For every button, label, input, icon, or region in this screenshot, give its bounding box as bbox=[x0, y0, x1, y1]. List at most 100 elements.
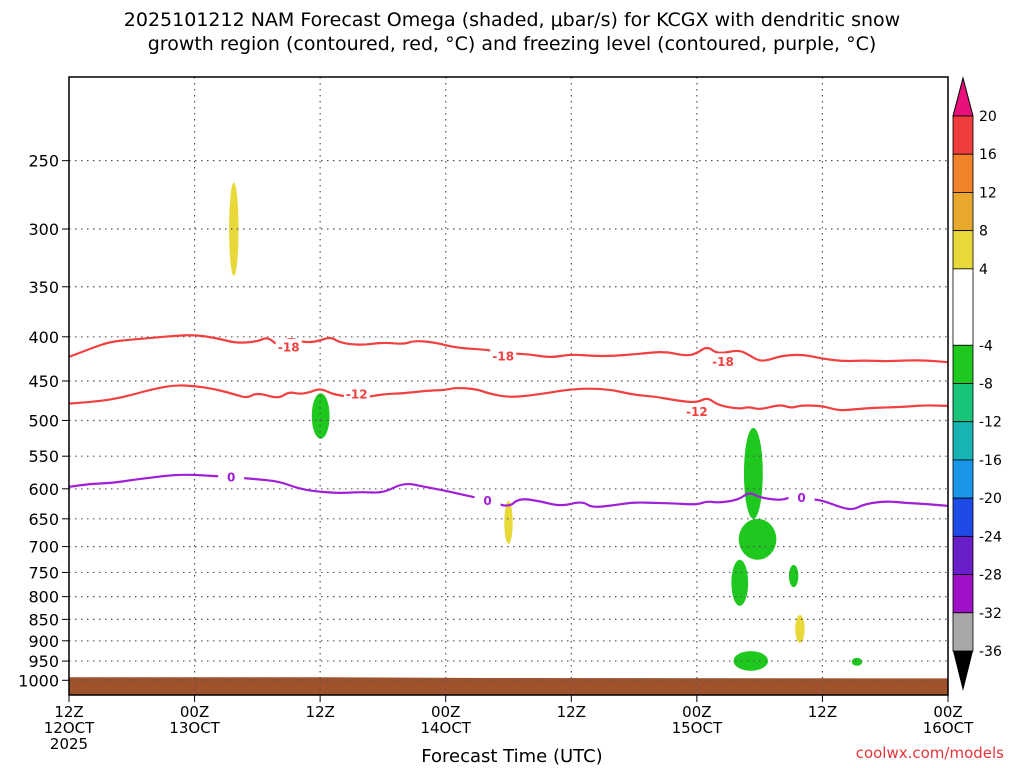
contour-label-0-2: -18 bbox=[712, 355, 734, 369]
x-tick-label-60-1: 15OCT bbox=[672, 719, 723, 737]
omega-blob-2 bbox=[795, 614, 805, 643]
x-tick-label-12-1: 13OCT bbox=[169, 719, 220, 737]
omega-blob-7 bbox=[788, 564, 799, 588]
omega-blob-8 bbox=[733, 651, 769, 671]
x-tick-label-0-2: 2025 bbox=[50, 735, 88, 753]
x-tick-label-60-0: 00Z bbox=[682, 703, 711, 721]
colorbar-band-6 bbox=[952, 383, 974, 423]
y-tick-label-600: 600 bbox=[28, 480, 59, 499]
colorbar-bottom-arrow bbox=[953, 651, 973, 691]
colorbar-label-1: 16 bbox=[979, 147, 997, 163]
x-tick-label-84-0: 00Z bbox=[933, 703, 962, 721]
colorbar-band-0 bbox=[952, 115, 974, 155]
contour-label-bg-0-2 bbox=[710, 353, 737, 370]
omega-blob-6 bbox=[731, 559, 749, 606]
plot-border bbox=[68, 76, 949, 696]
y-tick-label-650: 650 bbox=[28, 510, 59, 529]
colorbar-label-6: -8 bbox=[979, 377, 993, 393]
contour-label-bg-0-1 bbox=[490, 348, 517, 365]
contour-label-0-0: -18 bbox=[278, 340, 300, 354]
ground-layer bbox=[69, 677, 948, 695]
colorbar-band-3 bbox=[952, 230, 974, 270]
y-tick-label-700: 700 bbox=[28, 538, 59, 557]
watermark-link[interactable]: coolwx.com/models bbox=[855, 744, 1004, 762]
colorbar-band-10 bbox=[952, 535, 974, 575]
x-tick-label-0-1: 12OCT bbox=[44, 719, 95, 737]
y-tick-label-500: 500 bbox=[28, 411, 59, 430]
omega-blob-0 bbox=[229, 182, 239, 276]
y-tick-label-800: 800 bbox=[28, 588, 59, 607]
contour-label-0-1: -18 bbox=[492, 350, 514, 364]
colorbar-band-2 bbox=[952, 192, 974, 232]
x-tick-label-12-0: 00Z bbox=[180, 703, 209, 721]
omega-blob-5 bbox=[738, 518, 777, 560]
contour-label-2-2: 0 bbox=[797, 491, 805, 505]
x-tick-label-24-0: 12Z bbox=[305, 703, 334, 721]
ground-terrain bbox=[69, 677, 948, 695]
omega-shading-layer bbox=[229, 182, 863, 671]
y-axis: 250 300 350 400 450 500 550 600 650 700 750 800 850 9… bbox=[18, 152, 69, 690]
colorbar-label-4: 4 bbox=[979, 262, 988, 278]
colorbar-label-12: -32 bbox=[979, 606, 1002, 622]
y-tick-label-950: 950 bbox=[28, 652, 59, 671]
colorbar-band-11 bbox=[952, 574, 974, 614]
y-tick-label-300: 300 bbox=[28, 220, 59, 239]
colorbar-band-7 bbox=[952, 421, 974, 461]
x-tick-label-84-1: 16OCT bbox=[923, 719, 974, 737]
contour-label-bg-2-1 bbox=[474, 492, 501, 509]
contour-label-bg-2-2 bbox=[788, 489, 815, 506]
omega-blob-4 bbox=[743, 427, 763, 519]
colorbar-band-9 bbox=[952, 497, 974, 537]
contour-label-bg-0-0 bbox=[275, 338, 302, 355]
omega-blob-3 bbox=[311, 393, 330, 439]
colorbar-label-11: -28 bbox=[979, 568, 1002, 584]
colorbar-band-12 bbox=[952, 612, 974, 652]
contour-label-1-0: -12 bbox=[346, 388, 368, 402]
colorbar: 20 16 12 8 4 -4 -8 -12 -16 -20 -24 -28 -32 -36 bbox=[952, 76, 1002, 691]
plot-frame bbox=[68, 76, 949, 696]
colorbar-band-5 bbox=[952, 344, 974, 384]
contour-label-bg-1-0 bbox=[343, 386, 370, 403]
contour-label-bg-2-0 bbox=[218, 468, 245, 485]
grid-layer bbox=[68, 77, 949, 695]
y-tick-label-900: 900 bbox=[28, 632, 59, 651]
chart-title: 2025101212 NAM Forecast Omega (shaded, μ… bbox=[0, 8, 1024, 56]
y-tick-label-350: 350 bbox=[28, 278, 59, 297]
contour-label-1-1: -12 bbox=[686, 405, 708, 419]
colorbar-band-1 bbox=[952, 153, 974, 193]
colorbar-label-0: 20 bbox=[979, 109, 997, 125]
colorbar-label-2: 12 bbox=[979, 185, 997, 201]
title-line-1: 2025101212 NAM Forecast Omega (shaded, μ… bbox=[123, 9, 901, 31]
contour-layer: -18 -18 -18 -12 -12 0 0 0 bbox=[68, 334, 949, 511]
x-tick-label-36-1: 14OCT bbox=[420, 719, 471, 737]
colorbar-band-4 bbox=[952, 268, 974, 346]
y-tick-label-850: 850 bbox=[28, 610, 59, 629]
omega-blob-1 bbox=[504, 501, 513, 544]
x-tick-label-36-0: 00Z bbox=[431, 703, 460, 721]
colorbar-label-3: 8 bbox=[979, 224, 988, 240]
colorbar-label-9: -20 bbox=[979, 491, 1002, 507]
contour-label-2-1: 0 bbox=[483, 494, 491, 508]
y-tick-label-550: 550 bbox=[28, 447, 59, 466]
x-tick-label-48-0: 12Z bbox=[557, 703, 586, 721]
contour-line-1 bbox=[68, 384, 949, 412]
colorbar-band-8 bbox=[952, 459, 974, 499]
x-axis-label: Forecast Time (UTC) bbox=[421, 746, 603, 767]
contour-label-2-0: 0 bbox=[227, 470, 235, 484]
y-tick-label-1000: 1000 bbox=[18, 671, 59, 690]
omega-blob-9 bbox=[851, 657, 863, 666]
y-tick-label-750: 750 bbox=[28, 563, 59, 582]
title-line-2: growth region (contoured, red, °C) and f… bbox=[147, 33, 877, 55]
colorbar-label-7: -12 bbox=[979, 415, 1002, 431]
colorbar-label-8: -16 bbox=[979, 453, 1002, 469]
colorbar-label-10: -24 bbox=[979, 529, 1002, 545]
x-tick-label-72-0: 12Z bbox=[808, 703, 837, 721]
y-tick-label-400: 400 bbox=[28, 328, 59, 347]
y-tick-label-250: 250 bbox=[28, 152, 59, 171]
y-tick-label-450: 450 bbox=[28, 372, 59, 391]
colorbar-label-13: -36 bbox=[979, 644, 1002, 660]
x-tick-label-0-0: 12Z bbox=[54, 703, 83, 721]
colorbar-top-arrow bbox=[952, 76, 974, 117]
